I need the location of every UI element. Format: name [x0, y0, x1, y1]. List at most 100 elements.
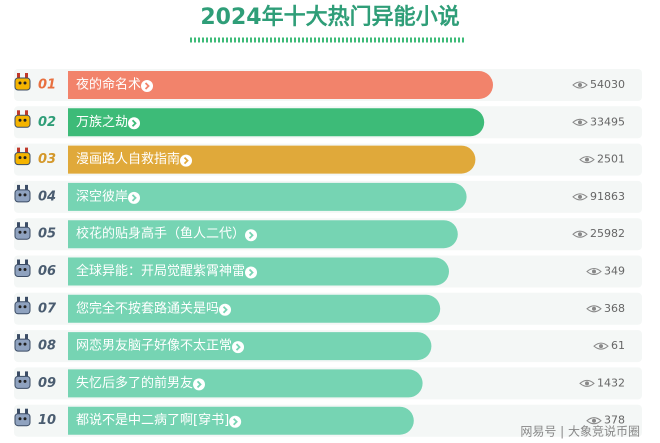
rank-number: 02 — [38, 115, 56, 130]
rank-icon — [14, 73, 31, 91]
rank-icon — [14, 259, 31, 277]
icon-ear — [25, 110, 28, 117]
icon-ear — [17, 371, 20, 378]
rank-number: 09 — [38, 376, 56, 391]
arrow-circle — [141, 80, 154, 92]
icon-ear — [25, 371, 28, 378]
icon-ear — [17, 110, 20, 117]
icon-eye — [18, 193, 22, 197]
view-count: 25982 — [590, 227, 625, 240]
book-title: 深空彼岸 — [76, 189, 128, 204]
view-count: 368 — [604, 302, 625, 315]
eye-pupil — [592, 269, 596, 274]
eye-pupil — [599, 344, 603, 349]
icon-ear — [25, 147, 28, 154]
icon-head — [14, 338, 31, 352]
list-row: 08 网恋男友脑子好像不太正常 61 — [14, 330, 642, 363]
rows: 01 夜的命名术 54030 02 万族之劫 33495 03 漫画路人自救指南 2501 04 深… — [14, 69, 642, 437]
arrow-circle — [232, 341, 245, 354]
list-row: 02 万族之劫 33495 — [14, 106, 642, 139]
rank-number: 01 — [38, 78, 56, 93]
icon-eye — [18, 342, 22, 346]
arrow-circle — [219, 303, 232, 316]
icon-head — [14, 77, 31, 91]
title-bar — [68, 257, 450, 286]
icon-head — [14, 189, 31, 203]
eye-pupil — [592, 418, 596, 423]
book-title: 全球异能：开局觉醒紫霄神雷 — [76, 263, 245, 279]
eye-icon — [593, 342, 609, 350]
eye-icon — [586, 305, 602, 313]
icon-eye — [23, 417, 27, 421]
title-bar — [68, 71, 493, 99]
book-title: 万族之劫 — [76, 114, 128, 130]
title-bar — [68, 294, 441, 323]
title-bar — [68, 220, 458, 249]
book-title: 校花的贴身高手（鱼人二代） — [76, 226, 245, 242]
icon-eye — [23, 156, 27, 160]
rank-icon — [14, 222, 31, 240]
eye-icon — [572, 118, 588, 126]
book-title: 都说不是中二病了啊[穿书] — [76, 412, 229, 428]
rank-icon — [14, 296, 31, 315]
icon-eye — [18, 81, 22, 85]
icon-head — [14, 114, 31, 128]
view-count: 349 — [604, 265, 625, 278]
icon-ear — [17, 147, 20, 154]
rank-icon — [14, 334, 31, 352]
book-title: 您完全不按套路通关是吗 — [76, 300, 219, 316]
list-row: 03 漫画路人自救指南 2501 — [14, 143, 642, 176]
arrow-chevron — [131, 194, 137, 202]
arrow-circle — [180, 154, 193, 167]
icon-eye — [18, 118, 22, 122]
icon-ear — [25, 334, 28, 341]
rank-number: 04 — [38, 189, 56, 204]
arrow-circle — [128, 191, 141, 204]
rank-icon — [14, 147, 31, 166]
eye-pupil — [585, 157, 589, 162]
arrow-chevron — [233, 418, 238, 426]
eye-pupil — [592, 306, 596, 311]
eye-pupil — [585, 381, 589, 386]
icon-eye — [23, 305, 27, 309]
arrow-chevron — [248, 268, 254, 277]
arrow-circle — [193, 378, 206, 391]
icon-eye — [23, 230, 27, 234]
icon-eye — [23, 342, 27, 346]
icon-ear — [25, 73, 28, 79]
eye-pupil — [578, 194, 582, 199]
eye-pupil — [578, 120, 582, 125]
eye-icon — [586, 417, 602, 425]
view-count: 91863 — [590, 190, 625, 203]
arrow-circle — [229, 415, 242, 428]
icon-ear — [17, 296, 20, 303]
view-count: 61 — [611, 339, 625, 352]
arrow-circle — [245, 266, 258, 279]
icon-ear — [17, 184, 20, 191]
icon-eye — [23, 118, 27, 122]
arrow-chevron — [222, 306, 228, 314]
list-row: 06 全球异能：开局觉醒紫霄神雷 349 — [14, 255, 642, 288]
rank-number: 03 — [38, 152, 56, 167]
icon-head — [14, 152, 31, 166]
icon-eye — [23, 81, 27, 85]
icon-ear — [25, 184, 28, 191]
arrow-chevron — [235, 343, 241, 351]
icon-head — [14, 264, 31, 277]
icon-eye — [18, 417, 22, 421]
eye-icon — [586, 268, 602, 275]
title-bar — [68, 369, 423, 398]
book-title: 网恋男友脑子好像不太正常 — [76, 338, 232, 354]
rank-icon — [14, 110, 31, 128]
arrow-chevron — [144, 82, 150, 90]
icon-eye — [18, 379, 22, 383]
icon-eye — [18, 268, 22, 271]
book-title: 失忆后多了的前男友 — [76, 375, 193, 391]
footer-source: 网易号 | 大象竞说币圈 — [520, 424, 640, 439]
arrow-chevron — [131, 119, 137, 127]
arrow-circle — [128, 117, 141, 130]
icon-head — [14, 375, 31, 389]
book-title: 夜的命名术 — [76, 77, 141, 93]
eye-icon — [572, 230, 588, 238]
